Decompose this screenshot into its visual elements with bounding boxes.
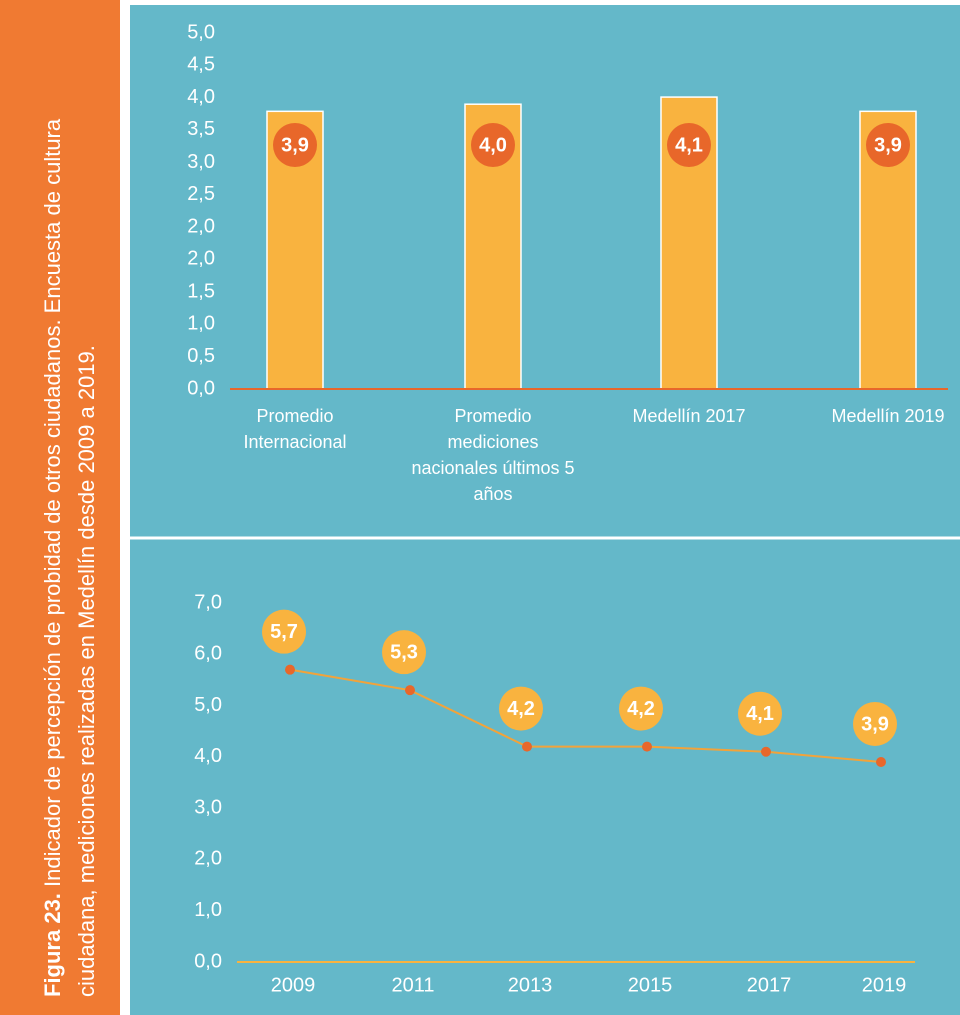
value-badge xyxy=(382,630,426,675)
x-tick-label: Promedio Internacional xyxy=(243,406,347,452)
value-label: 3,9 xyxy=(874,134,902,156)
y-tick-label: 3,5 xyxy=(187,118,215,140)
value-badge xyxy=(471,123,515,167)
x-tick-label: 2017 xyxy=(747,974,792,996)
y-tick-label: 4,5 xyxy=(187,53,215,75)
marker xyxy=(761,746,771,757)
value-label: 4,0 xyxy=(479,134,507,156)
y-tick-label: 1,0 xyxy=(194,899,222,921)
y-tick-label: 1,5 xyxy=(187,280,215,302)
value-label: 3,9 xyxy=(281,134,309,156)
x-tick-label: Medellín 2019 xyxy=(831,406,945,426)
x-tick-label: 2011 xyxy=(391,974,434,996)
value-label: 5,3 xyxy=(390,641,418,663)
y-tick-label: 3,0 xyxy=(194,796,222,818)
y-tick-label: 2,0 xyxy=(194,848,222,870)
value-badge xyxy=(262,609,306,654)
x-tick-label: Promedio mediciones nacionales últimos 5… xyxy=(411,406,575,504)
y-tick-label: 1,0 xyxy=(187,312,215,334)
y-tick-label: 0,0 xyxy=(187,377,215,399)
value-badge xyxy=(853,701,897,746)
value-badge xyxy=(619,686,663,731)
x-tick-label: 2015 xyxy=(628,974,673,996)
value-badge xyxy=(273,123,317,167)
y-tick-label: 5,0 xyxy=(187,21,215,43)
value-badge xyxy=(667,123,711,167)
panel xyxy=(130,5,960,1015)
y-tick-label: 6,0 xyxy=(194,643,222,665)
value-label: 5,7 xyxy=(270,621,298,643)
marker xyxy=(285,664,295,675)
y-tick-label: 2,0 xyxy=(187,248,215,270)
y-tick-label: 2,0 xyxy=(187,216,215,238)
y-tick-label: 0,5 xyxy=(187,345,215,367)
y-tick-label: 3,0 xyxy=(187,151,215,173)
y-tick-label: 4,0 xyxy=(187,86,215,108)
value-label: 4,1 xyxy=(746,703,774,725)
y-tick-label: 0,0 xyxy=(194,950,222,972)
y-tick-label: 2,5 xyxy=(187,183,215,205)
marker xyxy=(405,685,415,696)
value-label: 4,2 xyxy=(507,698,535,720)
y-tick-label: 5,0 xyxy=(194,694,222,716)
value-badge xyxy=(738,691,782,736)
value-badge xyxy=(866,123,910,167)
marker xyxy=(522,741,532,752)
caption-band: Figura 23. Indicador de percepción de pr… xyxy=(0,0,120,1015)
y-tick-label: 7,0 xyxy=(194,591,222,613)
marker xyxy=(642,741,652,752)
value-label: 4,1 xyxy=(675,134,703,156)
x-tick-label: 2013 xyxy=(508,974,553,996)
value-badge xyxy=(499,686,543,731)
value-label: 4,2 xyxy=(627,698,655,720)
marker xyxy=(876,756,886,767)
line xyxy=(289,668,882,763)
x-tick-label: 2009 xyxy=(271,974,316,996)
x-tick-label: 2019 xyxy=(862,974,907,996)
y-tick-label: 4,0 xyxy=(194,745,222,767)
x-tick-label: Medellín 2017 xyxy=(632,406,746,426)
value-label: 3,9 xyxy=(861,713,889,735)
